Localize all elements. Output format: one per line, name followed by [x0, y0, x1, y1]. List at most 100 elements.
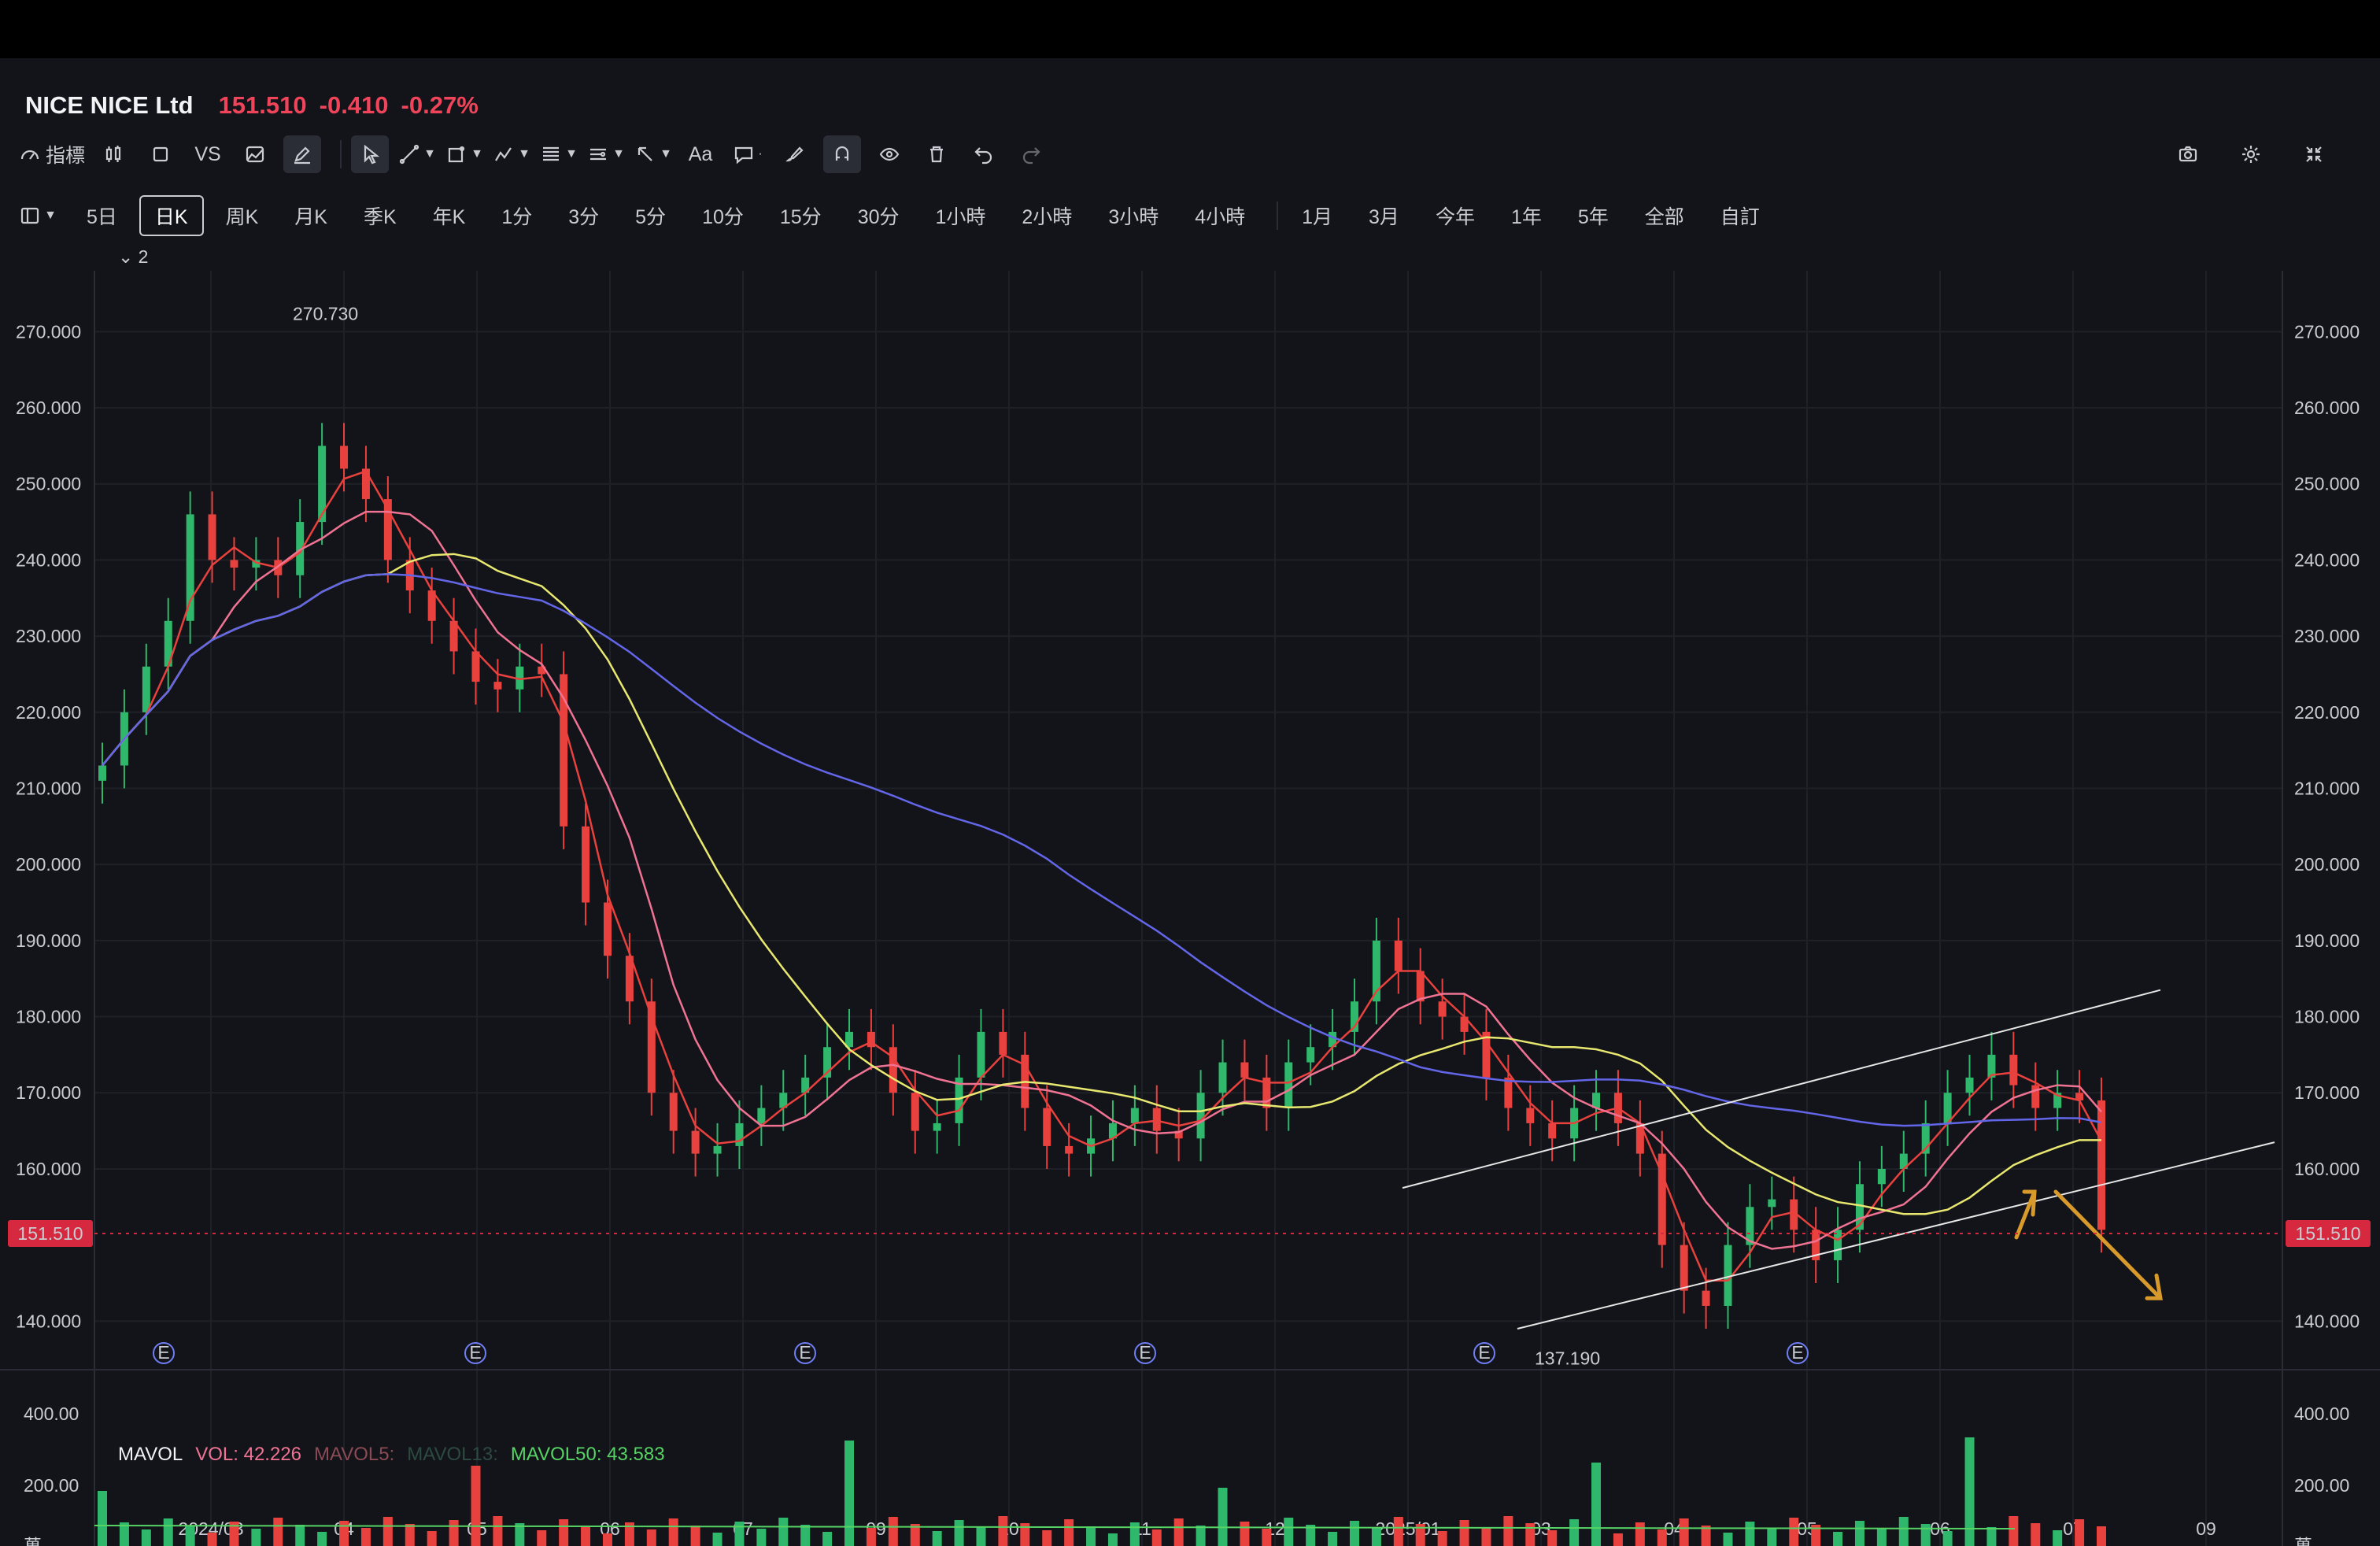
- candle-body[interactable]: [911, 1093, 919, 1131]
- layout-toggle[interactable]: ▼: [19, 197, 57, 235]
- candle-body[interactable]: [1724, 1245, 1732, 1306]
- period-22[interactable]: 自訂: [1720, 206, 1760, 228]
- candle-body[interactable]: [1043, 1108, 1051, 1146]
- layer-count-badge[interactable]: ⌄ 2: [118, 247, 148, 267]
- candle-body[interactable]: [1196, 1093, 1205, 1139]
- candle-body[interactable]: [516, 666, 524, 690]
- candle-body[interactable]: [1592, 1093, 1601, 1108]
- candle-body[interactable]: [1965, 1077, 1974, 1093]
- candle-body[interactable]: [801, 1077, 810, 1093]
- candle-body[interactable]: [427, 590, 436, 621]
- candle-body[interactable]: [823, 1047, 832, 1078]
- candle-body[interactable]: [977, 1031, 985, 1078]
- period-7[interactable]: 3分: [568, 206, 600, 228]
- candle-body[interactable]: [538, 666, 546, 675]
- period-5[interactable]: 年K: [432, 206, 466, 228]
- period-13[interactable]: 2小時: [1022, 206, 1073, 228]
- candle-body[interactable]: [779, 1093, 788, 1108]
- period-18[interactable]: 今年: [1435, 206, 1475, 228]
- candle-body[interactable]: [1526, 1108, 1535, 1123]
- candle-body[interactable]: [1943, 1093, 1952, 1123]
- candle-body[interactable]: [98, 765, 106, 781]
- candle-body[interactable]: [2053, 1093, 2062, 1108]
- candle-body[interactable]: [1504, 1077, 1513, 1108]
- candle-body[interactable]: [603, 902, 612, 956]
- candle-body[interactable]: [2009, 1054, 2018, 1086]
- candle-body[interactable]: [1152, 1108, 1161, 1131]
- candle-body[interactable]: [318, 446, 327, 523]
- candle-body[interactable]: [757, 1108, 766, 1123]
- up-arrow-annotation[interactable]: [2014, 1189, 2037, 1240]
- candle-body[interactable]: [1460, 1016, 1469, 1032]
- candle-body[interactable]: [1987, 1054, 1996, 1078]
- candle-body[interactable]: [582, 826, 590, 903]
- candle-body[interactable]: [449, 620, 458, 652]
- channel-lower-line[interactable]: [1517, 1141, 2275, 1330]
- period-20[interactable]: 5年: [1577, 206, 1609, 228]
- candle-body[interactable]: [1899, 1153, 1908, 1169]
- candle-body[interactable]: [625, 956, 634, 1002]
- price-chart[interactable]: 2024/0304050607091011122025/010304050607…: [0, 247, 2380, 1546]
- fib-tool[interactable]: ▼: [540, 135, 578, 173]
- candle-body[interactable]: [1680, 1245, 1688, 1291]
- candle-body[interactable]: [1130, 1108, 1139, 1123]
- period-16[interactable]: 1月: [1302, 206, 1333, 228]
- candle-body[interactable]: [1218, 1062, 1227, 1093]
- candle-body[interactable]: [713, 1145, 722, 1154]
- candle-body[interactable]: [1746, 1207, 1754, 1245]
- candle-body[interactable]: [845, 1031, 854, 1048]
- candle-body[interactable]: [1635, 1123, 1644, 1154]
- candle-body[interactable]: [1416, 971, 1425, 1002]
- fullscreen-button[interactable]: [2295, 135, 2333, 173]
- period-4[interactable]: 季K: [363, 206, 397, 228]
- arrow-tool[interactable]: ▼: [634, 135, 672, 173]
- earnings-marker[interactable]: [794, 1342, 816, 1364]
- candle-body[interactable]: [1065, 1145, 1074, 1154]
- down-arrow-annotation[interactable]: [2053, 1189, 2163, 1300]
- period-1[interactable]: 日K: [139, 195, 204, 236]
- period-19[interactable]: 1年: [1510, 206, 1542, 228]
- candle-body[interactable]: [1372, 940, 1380, 1002]
- candle-body[interactable]: [1768, 1199, 1776, 1208]
- candle-body[interactable]: [1306, 1047, 1315, 1063]
- candle-body[interactable]: [1834, 1230, 1842, 1260]
- candle-type-button[interactable]: [94, 135, 132, 173]
- pattern-tool[interactable]: ▼: [493, 135, 530, 173]
- visibility-toggle[interactable]: [870, 135, 908, 173]
- undo-button[interactable]: [965, 135, 1003, 173]
- candle-body[interactable]: [493, 682, 502, 690]
- earnings-marker[interactable]: [464, 1342, 486, 1364]
- candle-body[interactable]: [1658, 1153, 1666, 1245]
- candle-body[interactable]: [142, 666, 150, 712]
- candle-body[interactable]: [1790, 1199, 1798, 1230]
- period-11[interactable]: 30分: [857, 206, 900, 228]
- candle-body[interactable]: [186, 514, 194, 621]
- measure-tool[interactable]: ▼: [587, 135, 625, 173]
- candle-body[interactable]: [471, 651, 480, 682]
- candle-body[interactable]: [1394, 940, 1402, 971]
- rectangle-button[interactable]: [142, 135, 179, 173]
- candle-body[interactable]: [1482, 1031, 1491, 1078]
- candle-body[interactable]: [2075, 1093, 2084, 1100]
- symbol-name[interactable]: NICE NICE Ltd: [25, 91, 194, 119]
- channel-upper-line[interactable]: [1402, 989, 2161, 1189]
- delete-drawings-button[interactable]: [918, 135, 955, 173]
- draw-mode-button[interactable]: [283, 135, 322, 173]
- candle-body[interactable]: [691, 1130, 700, 1154]
- candle-body[interactable]: [1812, 1230, 1820, 1260]
- period-0[interactable]: 5日: [87, 206, 117, 228]
- candle-body[interactable]: [1240, 1062, 1249, 1078]
- period-6[interactable]: 1分: [501, 206, 533, 228]
- period-10[interactable]: 15分: [779, 206, 822, 228]
- brush-tool[interactable]: [776, 135, 814, 173]
- period-14[interactable]: 3小時: [1108, 206, 1159, 228]
- earnings-marker[interactable]: [1787, 1342, 1809, 1364]
- candle-body[interactable]: [560, 674, 568, 827]
- candle-body[interactable]: [1921, 1123, 1930, 1154]
- period-9[interactable]: 10分: [702, 206, 744, 228]
- candle-body[interactable]: [933, 1123, 941, 1131]
- text-tool[interactable]: Aa: [688, 142, 713, 165]
- candle-body[interactable]: [230, 560, 238, 568]
- candle-body[interactable]: [383, 499, 392, 560]
- candle-body[interactable]: [999, 1031, 1007, 1055]
